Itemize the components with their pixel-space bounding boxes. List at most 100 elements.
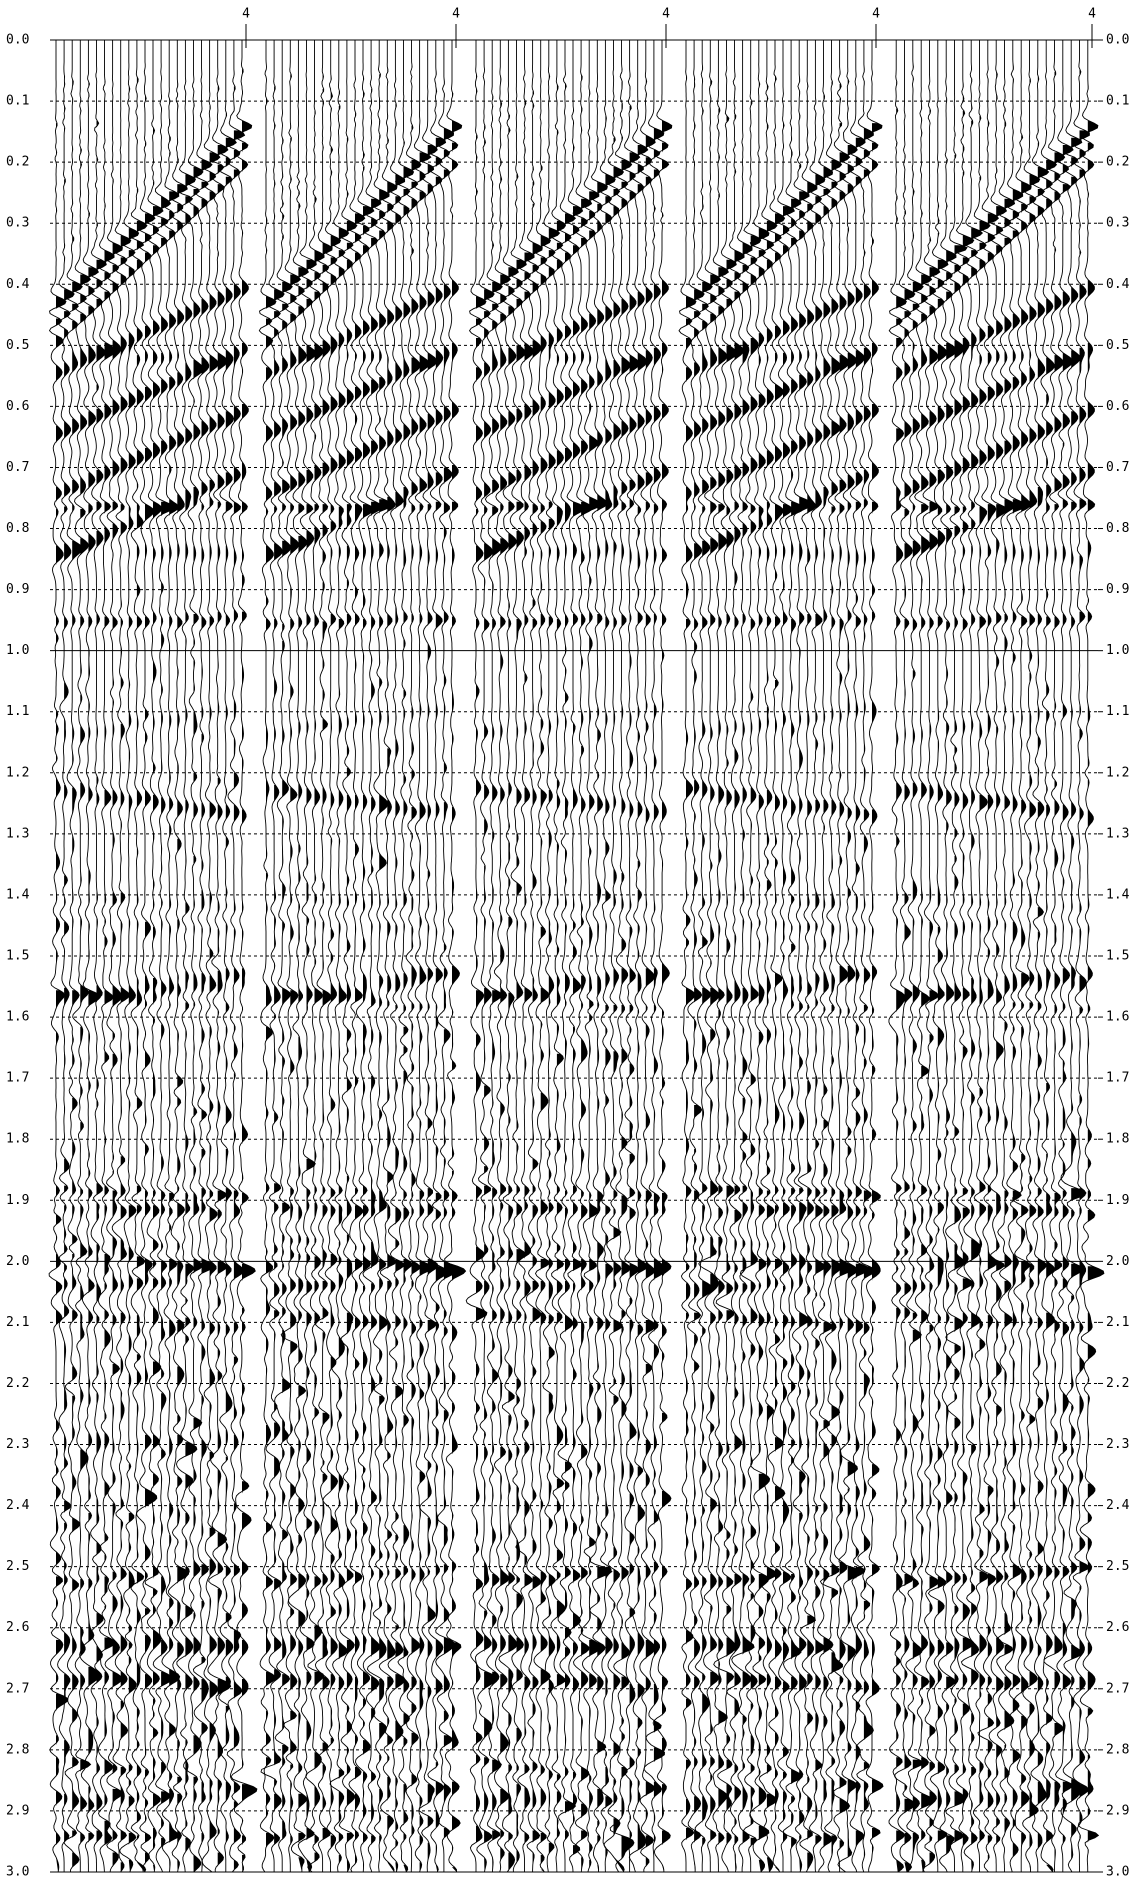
trace — [628, 40, 649, 1873]
y2-tick-label: 0.7 — [1106, 460, 1129, 475]
y-tick-label: 2.5 — [6, 1559, 29, 1574]
trace-fill — [1021, 76, 1032, 1873]
trace-fill — [766, 84, 777, 1872]
trace — [1004, 40, 1027, 1873]
y-tick-label: 1.0 — [6, 643, 29, 658]
trace-fill — [379, 74, 393, 1873]
y2-tick-label: 1.5 — [1106, 949, 1129, 964]
trace — [775, 40, 795, 1872]
trace — [104, 40, 124, 1873]
y2-tick-label: 0.1 — [1106, 94, 1129, 109]
trace — [72, 40, 92, 1872]
trace-fill — [847, 40, 863, 1858]
trace — [589, 40, 613, 1873]
y2-tick-label: 2.7 — [1106, 1681, 1129, 1696]
trace-fill — [330, 40, 341, 1850]
trace-fill — [815, 40, 825, 1872]
trace — [652, 40, 673, 1873]
trace-fill — [136, 76, 147, 1873]
trace — [927, 40, 949, 1872]
trace-fill — [266, 40, 276, 1848]
trace — [63, 40, 83, 1873]
y-tick-label: 0.2 — [6, 155, 29, 170]
trace — [808, 40, 826, 1873]
trace-fill — [201, 40, 214, 1872]
trace-fill — [929, 40, 940, 1865]
trace — [921, 40, 941, 1873]
trace — [888, 40, 907, 1873]
trace-fill — [217, 40, 231, 1868]
trace — [580, 40, 603, 1873]
trace-fill — [209, 91, 220, 1872]
trace — [354, 40, 375, 1873]
trace — [1043, 40, 1066, 1872]
trace — [913, 40, 936, 1873]
y2-tick-label: 1.3 — [1106, 826, 1129, 841]
y-tick-label: 2.7 — [6, 1681, 29, 1696]
y-tick-label: 0.0 — [6, 33, 29, 48]
y2-tick-label: 0.6 — [1106, 399, 1129, 414]
y2-tick-label: 2.8 — [1106, 1742, 1129, 1757]
y2-tick-label: 1.0 — [1106, 643, 1129, 658]
trace — [97, 40, 116, 1873]
trace — [258, 40, 277, 1873]
trace — [362, 40, 384, 1873]
trace — [338, 40, 358, 1873]
trace-fill — [573, 44, 586, 1855]
y2-tick-label: 0.4 — [1106, 277, 1130, 292]
trace — [192, 40, 215, 1873]
trace — [167, 40, 190, 1873]
trace — [394, 40, 415, 1873]
trace-fill — [128, 40, 139, 1872]
trace — [1060, 40, 1087, 1873]
trace-fill — [161, 40, 174, 1872]
y2-tick-label: 2.9 — [1106, 1803, 1129, 1818]
trace — [492, 40, 512, 1873]
trace-fill — [540, 79, 551, 1873]
trace — [749, 40, 771, 1873]
trace — [347, 40, 366, 1873]
trace-fill — [145, 40, 157, 1865]
trace — [837, 40, 863, 1873]
y-tick-label: 1.4 — [6, 887, 30, 902]
y2-tick-label: 0.9 — [1106, 582, 1129, 597]
y2-tick-label: 1.9 — [1106, 1193, 1129, 1208]
trace — [418, 40, 439, 1873]
trace-fill — [403, 93, 414, 1873]
panel-label: 4 — [1088, 7, 1096, 22]
trace — [638, 40, 657, 1873]
trace-fill — [831, 40, 843, 1858]
y-tick-label: 1.8 — [6, 1132, 29, 1147]
trace-fill — [565, 66, 576, 1841]
trace — [541, 40, 561, 1873]
trace — [176, 40, 198, 1873]
y-tick-label: 0.1 — [6, 94, 29, 109]
trace-fill — [605, 81, 616, 1860]
trace — [572, 40, 593, 1873]
trace — [609, 40, 635, 1873]
trace — [444, 40, 467, 1873]
y-tick-label: 1.2 — [6, 765, 29, 780]
trace — [465, 40, 488, 1872]
trace-fill — [516, 93, 527, 1865]
trace-fill — [322, 74, 333, 1841]
trace-fill — [427, 88, 438, 1863]
trace — [856, 40, 877, 1873]
trace-fill — [823, 93, 833, 1865]
y2-tick-label: 1.1 — [1106, 704, 1129, 719]
trace — [218, 40, 237, 1872]
trace-fill — [242, 69, 257, 1872]
trace — [484, 40, 503, 1873]
trace — [848, 40, 870, 1873]
y-tick-label: 2.8 — [6, 1742, 29, 1757]
trace — [945, 40, 968, 1872]
trace-fill — [912, 40, 924, 1858]
trace — [387, 40, 406, 1873]
y2-tick-label: 0.0 — [1106, 33, 1129, 48]
panel-label: 4 — [242, 7, 250, 22]
trace-fill — [548, 74, 560, 1855]
trace — [1038, 40, 1058, 1873]
y-tick-label: 1.1 — [6, 704, 29, 719]
trace — [766, 40, 786, 1873]
